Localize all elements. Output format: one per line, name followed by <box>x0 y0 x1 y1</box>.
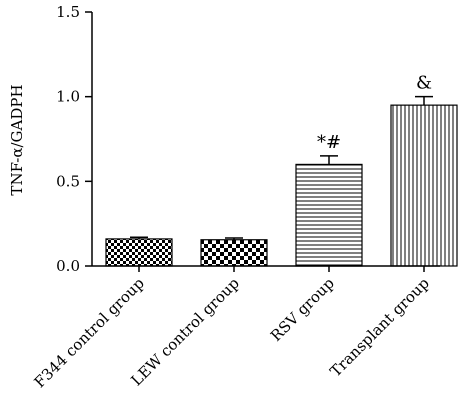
bar <box>200 239 268 267</box>
x-tick-label: LEW control group <box>128 274 243 389</box>
y-axis-title: TNF-α/GADPH <box>8 84 26 195</box>
bar <box>105 238 173 267</box>
y-axis-ticks: 0.0 0.5 1.0 1.5 <box>56 3 92 275</box>
x-tick-label: RSV group <box>267 274 338 345</box>
y-tick-label: 0.5 <box>56 172 80 190</box>
significance-label: *# <box>317 132 341 153</box>
x-tick-label: Transplant group <box>327 274 433 380</box>
y-tick-label: 1.5 <box>56 3 80 21</box>
y-tick-label: 0.0 <box>56 257 80 275</box>
bar <box>390 104 458 267</box>
significance-label: & <box>416 73 432 94</box>
y-tick-label: 1.0 <box>56 88 80 106</box>
bars-group: *# & <box>105 73 458 267</box>
bar <box>295 163 363 267</box>
